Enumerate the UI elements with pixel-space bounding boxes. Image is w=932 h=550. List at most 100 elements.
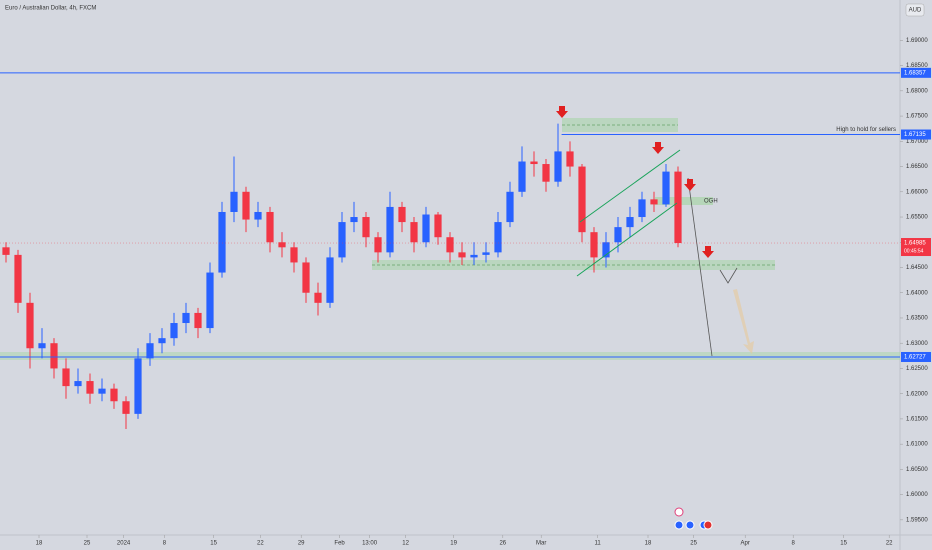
down-arrow (684, 179, 696, 191)
candle-body (566, 151, 574, 167)
event-icon[interactable] (674, 507, 684, 517)
candle-body (506, 191, 514, 223)
candle-body (218, 211, 226, 273)
currency-button[interactable] (905, 3, 925, 17)
candle-body (194, 312, 202, 329)
x-tick-label: 19 (450, 541, 457, 547)
event-icon[interactable] (674, 520, 684, 530)
candle-body (122, 401, 130, 414)
candle-body (494, 222, 502, 253)
channel-upper (579, 149, 681, 223)
candle-body (434, 214, 442, 238)
candle-body (62, 368, 70, 387)
event-icon[interactable] (703, 520, 713, 530)
price-tag-label: 1.68357 (904, 70, 926, 76)
y-tick-label: 1.63500 (906, 316, 928, 322)
y-tick-label: 1.68500 (906, 63, 928, 69)
ogh-zone (655, 197, 713, 205)
event-icon[interactable] (685, 520, 695, 530)
candle-body (410, 222, 418, 243)
price-tag (901, 351, 931, 362)
y-tick-label: 1.67500 (906, 114, 928, 120)
candle-body (38, 343, 46, 349)
x-tick-label: 18 (36, 541, 43, 547)
price-tag-label: 1.67135 (904, 132, 926, 138)
candle-body (542, 164, 550, 182)
candle-body (626, 217, 634, 228)
down-arrow (702, 246, 714, 258)
candle-body (518, 161, 526, 192)
projection-arrow (733, 289, 754, 354)
candle-body (98, 388, 106, 394)
candle-body (446, 237, 454, 253)
candle-body (422, 214, 430, 243)
x-tick-label: 18 (645, 541, 652, 547)
candle-body (206, 272, 214, 329)
candle-body (650, 199, 658, 205)
y-tick-label: 1.64500 (906, 265, 928, 271)
candle-body (362, 217, 370, 238)
candle-body (146, 343, 154, 359)
candle-body (590, 232, 598, 258)
candle-body (674, 171, 682, 244)
x-tick-label: 26 (499, 541, 506, 547)
x-tick-label: 12 (402, 541, 409, 547)
x-tick-label: 29 (298, 541, 305, 547)
y-tick-label: 1.62500 (906, 366, 928, 372)
candle-body (110, 388, 118, 402)
candle-body (314, 292, 322, 303)
price-tag-label: 1.62727 (904, 355, 926, 361)
projection-line (687, 177, 713, 357)
candle-body (2, 247, 10, 255)
x-tick-label: Apr (741, 541, 750, 547)
price-tag-label: 1.64985 (904, 241, 926, 247)
y-tick-label: 1.69000 (906, 38, 928, 44)
x-tick-label: 25 (84, 541, 91, 547)
candle-body (230, 191, 238, 212)
candle-body (266, 211, 274, 243)
candle-body (638, 199, 646, 218)
candle-body (614, 227, 622, 243)
candle-body (74, 381, 82, 387)
candle-body (14, 254, 22, 303)
price-tag (901, 238, 931, 257)
candle-body (578, 166, 586, 233)
x-tick-label: 15 (210, 541, 217, 547)
candle-body (254, 211, 262, 220)
candle-body (278, 242, 286, 248)
candle-body (86, 381, 94, 394)
y-tick-label: 1.61000 (906, 442, 928, 448)
y-tick-label: 1.65500 (906, 215, 928, 221)
down-arrow (556, 106, 568, 118)
candle-body (602, 242, 610, 258)
y-tick-label: 1.61500 (906, 416, 928, 422)
zone-label: OGH (704, 199, 718, 205)
y-tick-label: 1.67000 (906, 139, 928, 145)
price-tag (901, 67, 931, 78)
candle-body (158, 338, 166, 344)
candle-body (302, 262, 310, 293)
candle-body (374, 237, 382, 253)
x-tick-label: 8 (792, 541, 796, 547)
candle-body (242, 191, 250, 220)
x-tick-label: 22 (886, 541, 893, 547)
candle-body (530, 161, 538, 165)
candle-body (326, 257, 334, 303)
candle-body (338, 222, 346, 258)
marks (2, 123, 682, 430)
candle-body (398, 206, 406, 223)
y-tick-label: 1.60000 (906, 492, 928, 498)
channel-lower (576, 202, 678, 277)
y-tick-label: 1.66000 (906, 189, 928, 195)
x-tick-label: 8 (163, 541, 167, 547)
candle-body (134, 358, 142, 414)
x-tick-label: 11 (594, 541, 601, 547)
candle-body (554, 151, 562, 182)
x-tick-label: 2024 (117, 541, 131, 547)
candle-body (662, 171, 670, 205)
candle-body (182, 312, 190, 324)
y-tick-label: 1.59500 (906, 517, 928, 523)
target-zone (0, 352, 900, 360)
countdown: 00:45:54 (904, 248, 924, 254)
